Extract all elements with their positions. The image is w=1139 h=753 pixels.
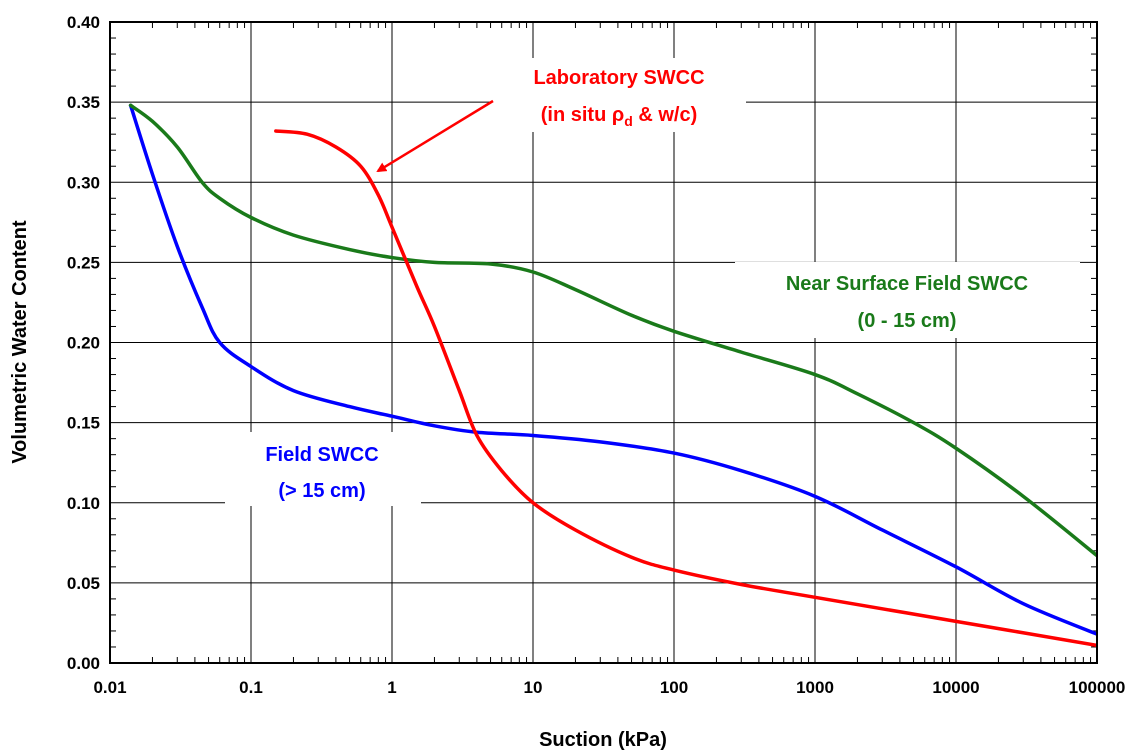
field-label-line1: Field SWCC <box>265 444 378 466</box>
near-surface-label-background <box>735 262 1080 338</box>
y-tick-label: 0.00 <box>67 654 100 673</box>
y-axis-title: Volumetric Water Content <box>9 220 31 464</box>
x-axis-title: Suction (kPa) <box>539 729 667 751</box>
y-tick-label: 0.30 <box>67 173 100 192</box>
lab-label-prefix: (in situ <box>541 104 612 126</box>
y-tick-label: 0.20 <box>67 334 100 353</box>
y-tick-label: 0.40 <box>67 13 100 32</box>
x-tick-labels: 0.01 0.1 1 10 100 1000 10000 100000 <box>93 678 1125 697</box>
lab-label-arrow <box>376 99 494 173</box>
field-label-line2: (> 15 cm) <box>278 480 365 502</box>
y-tick-label: 0.10 <box>67 494 100 513</box>
lab-label-background <box>492 58 746 132</box>
near-surface-label-line1: Near Surface Field SWCC <box>786 273 1028 295</box>
y-tick-label: 0.15 <box>67 414 100 433</box>
field-label-background <box>225 432 421 506</box>
x-tick-label: 0.1 <box>239 678 263 697</box>
lab-label-line1: Laboratory SWCC <box>533 67 704 89</box>
x-tick-label: 10000 <box>932 678 979 697</box>
lab-label-suffix: & w/c) <box>633 104 697 126</box>
x-tick-label: 0.01 <box>93 678 126 697</box>
lab-label-rho: ρ <box>612 104 624 126</box>
y-tick-label: 0.35 <box>67 93 100 112</box>
y-tick-label: 0.05 <box>67 574 100 593</box>
x-tick-label: 10 <box>524 678 543 697</box>
lab-label-line2: (in situ ρd & w/c) <box>541 104 698 129</box>
series-line-field-swcc-15-cm <box>128 103 1097 636</box>
series-line-near-surface-field-swcc-0-15-cm <box>128 103 1097 558</box>
x-tick-label: 1 <box>387 678 396 697</box>
series-line-laboratory-swcc-in-situ-d-w-c <box>274 129 1097 648</box>
x-tick-label: 100 <box>660 678 688 697</box>
series-layer <box>128 103 1097 648</box>
x-tick-label: 1000 <box>796 678 834 697</box>
y-tick-labels: 0.00 0.05 0.10 0.15 0.20 0.25 0.30 0.35 0.40 <box>67 13 100 673</box>
lab-label-rho-sub: d <box>624 113 633 129</box>
plot-frame <box>109 21 1098 664</box>
near-surface-label-line2: (0 - 15 cm) <box>858 310 957 332</box>
x-tick-label: 100000 <box>1069 678 1126 697</box>
y-tick-label: 0.25 <box>67 253 100 272</box>
